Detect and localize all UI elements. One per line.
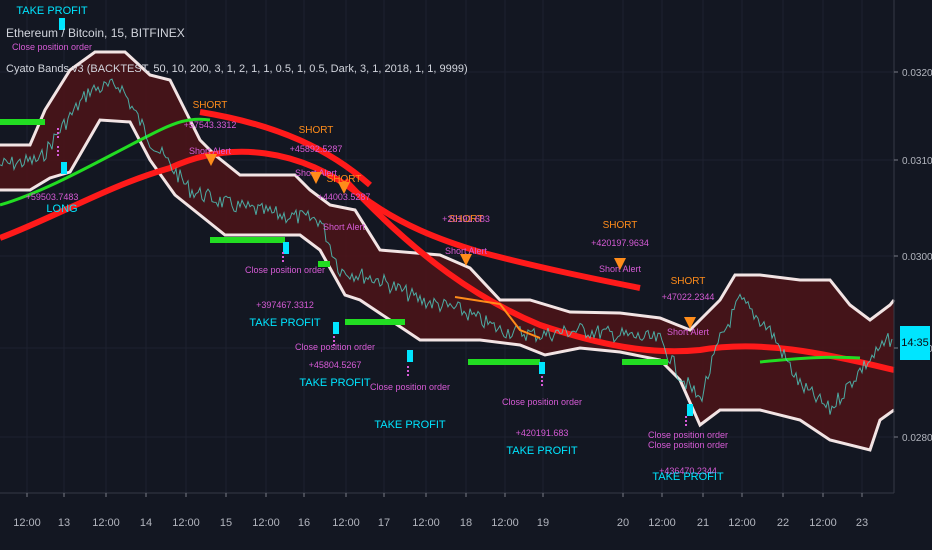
annotation-pnl: +20191.683 [442,214,490,224]
time-axis-label: 12:00 [412,517,440,529]
annotation-short: SHORT [603,220,638,231]
short-marker [684,317,696,329]
time-axis-label: 21 [697,517,709,529]
indicator-legend[interactable]: Cyato Bands v3 (BACKTEST, 50, 10, 200, 3… [6,63,468,75]
annotation-pnl: +436470.2344 [659,466,717,476]
time-axis-label: 19 [537,517,549,529]
annotation-close: Close position order [12,42,92,52]
annotation-pnl: +57543.3312 [184,120,237,130]
annotation-alert: Short Alert [445,246,488,256]
annotation-pnl: +45804.5267 [309,360,362,370]
annotation-alert: Short Alert [667,327,710,337]
annotation-close: Close position order [370,382,450,392]
time-axis-label: 20 [617,517,629,529]
time-axis-label: 12:00 [13,517,41,529]
time-axis-label: 12:00 [728,517,756,529]
time-axis-label: 15 [220,517,232,529]
annotation-short: SHORT [449,214,484,225]
annotation-short: SHORT [299,125,334,136]
annotation-close: Close position order [295,342,375,352]
take-profit-marker [687,404,693,416]
short-position-line [454,296,541,339]
annotation-long: LONG [46,203,77,215]
time-axis-label: 12:00 [172,517,200,529]
annotation-tp: TAKE PROFIT [506,445,578,457]
annotation-pnl: +44003.5287 [318,192,371,202]
price-axis-label: 0.031000 [902,156,932,167]
annotation-alert: Short Alert [323,222,366,232]
annotation-alert: Short Alert [189,146,232,156]
take-profit-marker [283,242,289,254]
short-marker [460,254,472,266]
time-axis-label: 14 [140,517,152,529]
grid [0,0,894,493]
symbol-title[interactable]: Ethereum / Bitcoin, 15, BITFINEX [6,26,185,40]
red-ma-upper [199,109,372,188]
current-price-badge: 14:35 [900,326,930,360]
take-profit-marker [333,322,339,334]
green-ma [0,117,211,207]
annotation-close: Close position order [502,397,582,407]
price-series [0,78,893,415]
time-axis-label: 18 [460,517,472,529]
time-axis-label: 22 [777,517,789,529]
time-axis-label: 12:00 [252,517,280,529]
time-axis-label: 23 [856,517,868,529]
annotation-tp: TAKE PROFIT [374,419,446,431]
annotation-pnl: +420197.9634 [591,238,649,248]
time-axis-label: 12:00 [809,517,837,529]
short-marker [310,172,322,184]
annotation-pnl: +420191.683 [516,428,569,438]
time-axis-label: 12:00 [491,517,519,529]
annotation-tp: TAKE PROFIT [16,5,88,17]
take-profit-marker [539,362,545,374]
take-profit-marker [59,18,65,30]
annotation-short: SHORT [193,100,228,111]
short-marker [614,258,626,270]
take-profit-marker [407,350,413,362]
price-axis-label: 0.028000 [902,433,932,444]
time-axis-label: 12:00 [332,517,360,529]
price-axis-label: 0.032000 [902,68,932,79]
annotation-pnl: +397467.3312 [256,300,314,310]
annotation-tp: TAKE PROFIT [299,377,371,389]
axes: 0.0320000.0310000.0300000.0290000.028000… [0,0,932,529]
annotation-pnl: +59503.7483 [26,192,79,202]
annotation-pnl: +45892.5287 [290,144,343,154]
time-axis-label: 13 [58,517,70,529]
time-axis-label: 12:00 [648,517,676,529]
annotation-short: SHORT [671,276,706,287]
annotation-short: SHORT [327,174,362,185]
annotation-close: Close position order [648,430,728,440]
annotation-close: Close position order [245,265,325,275]
time-axis-label: 12:00 [92,517,120,529]
green-ma-right [759,355,861,364]
time-axis-label: 16 [298,517,310,529]
time-axis-label: 17 [378,517,390,529]
stop-levels [0,119,668,365]
red-ma-trend [342,177,895,373]
price-line [0,78,893,415]
take-profit-marker [61,162,67,174]
annotation-tp: TAKE PROFIT [249,317,321,329]
annotation-pnl: +47022.2344 [662,292,715,302]
annotation-tp: TAKE PROFIT [652,471,724,483]
short-marker [205,154,217,166]
price-axis-label: 0.030000 [902,252,932,263]
band-upper-edge [0,50,896,332]
band-lower-edge [0,118,895,452]
annotation-close: Close position order [648,440,728,450]
short-marker [338,182,350,194]
